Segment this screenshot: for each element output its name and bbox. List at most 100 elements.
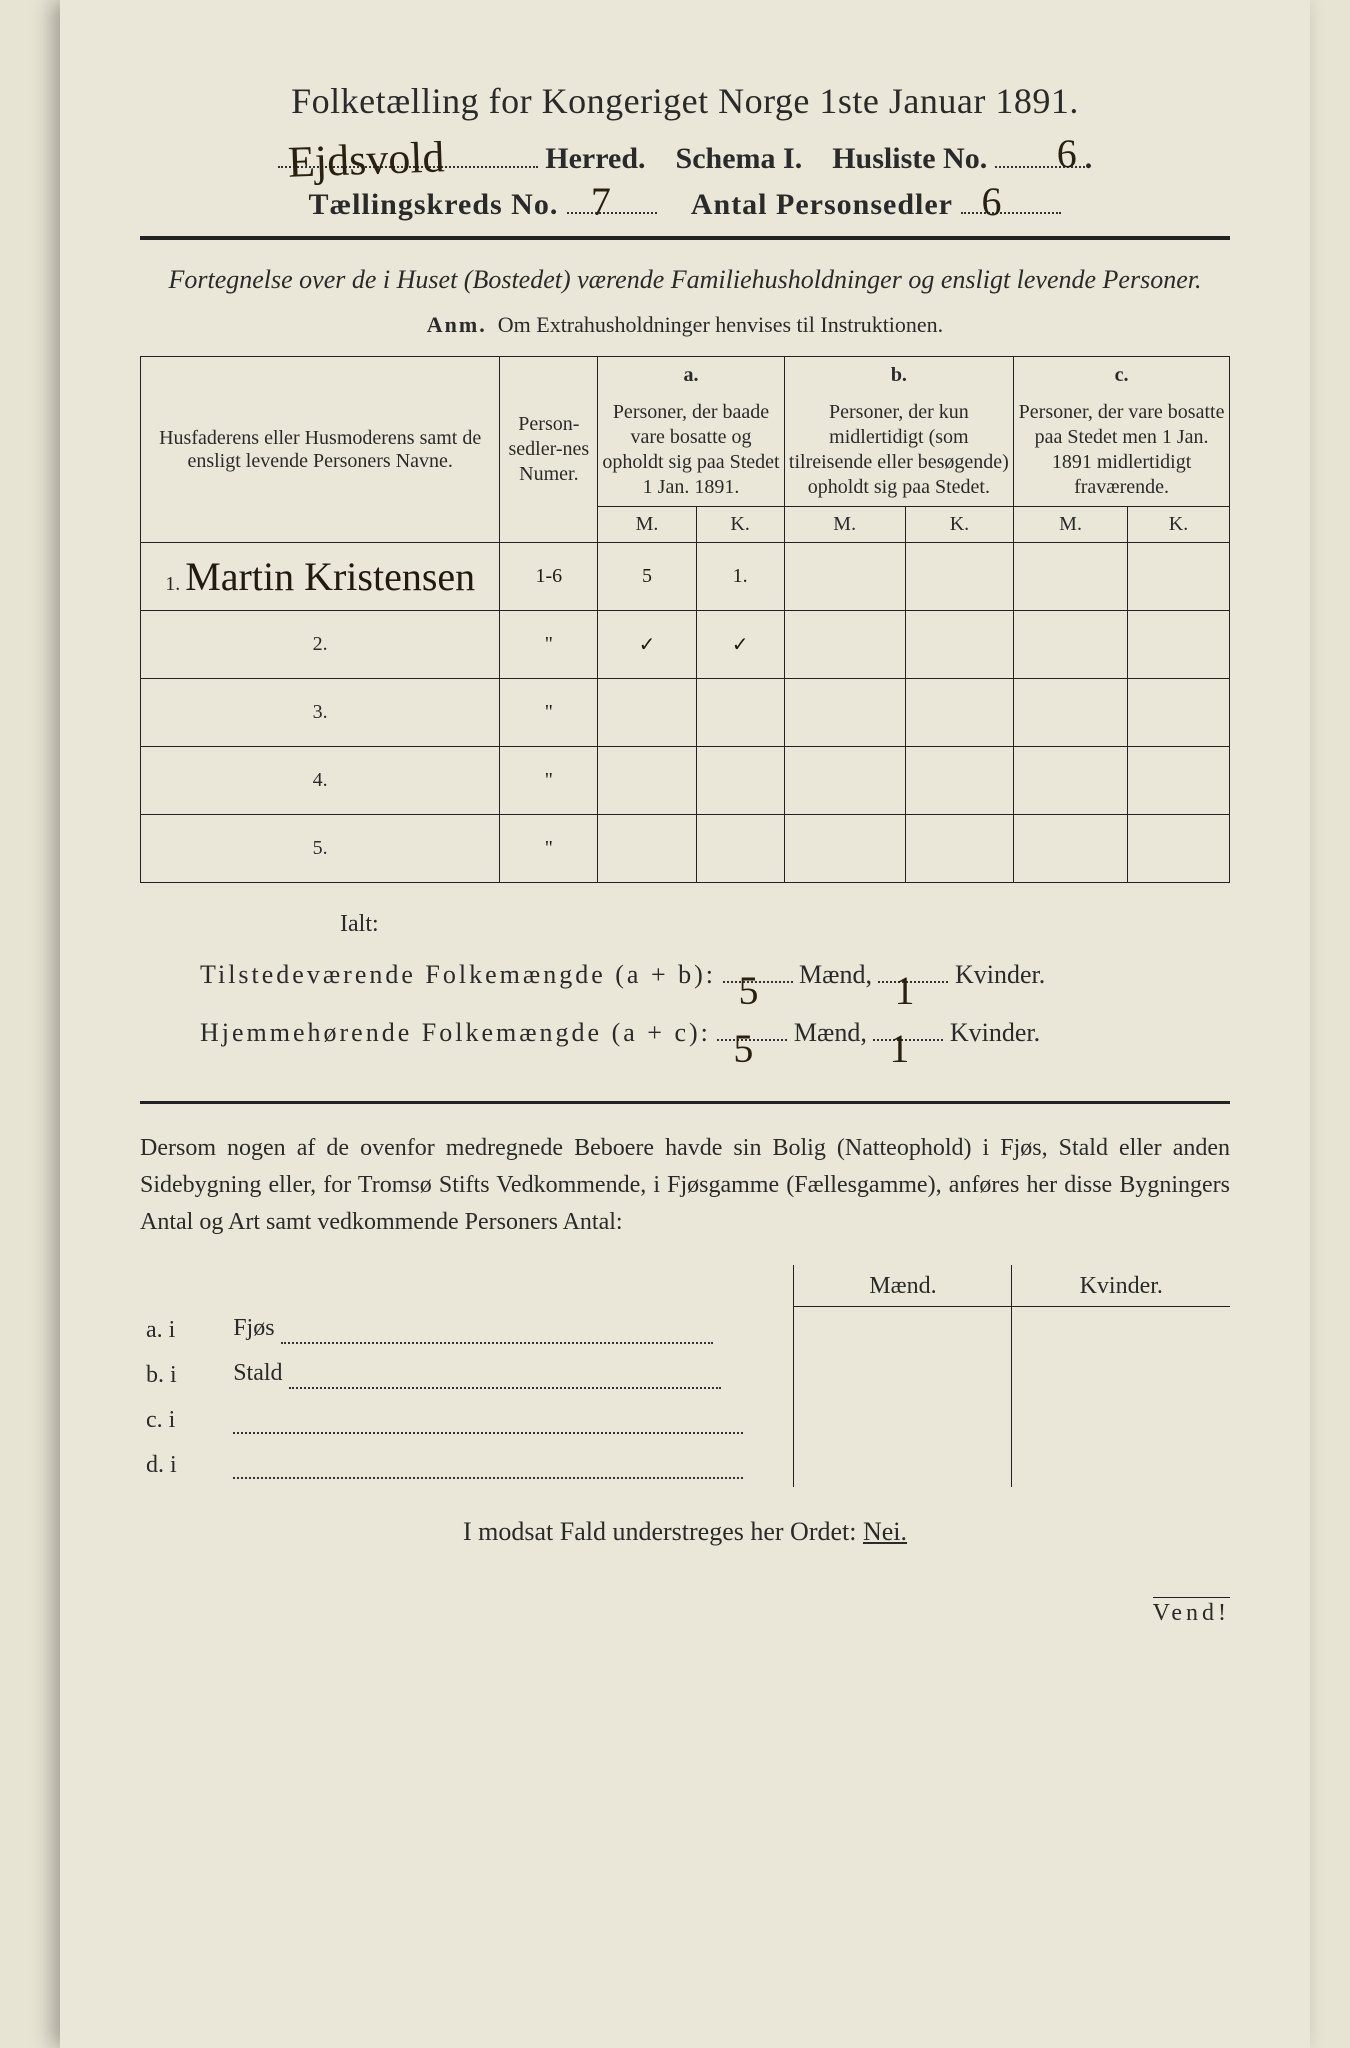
b-m: M. (784, 507, 905, 543)
row-name: 4. (141, 747, 500, 815)
totals-line-1: Tilstedeværende Folkemængde (a + b): 5 M… (200, 946, 1230, 1003)
bygn-label (227, 1442, 794, 1487)
ialt-label: Ialt: (340, 911, 1230, 938)
table-row: 2. " ✓ ✓ (141, 611, 1230, 679)
bygn-hdr-m: Mænd. (794, 1265, 1012, 1307)
kreds-line: Tællingskreds No. 7 Antal Personsedler 6 (140, 188, 1230, 222)
bygn-paragraph: Dersom nogen af de ovenfor medregnede Be… (140, 1130, 1230, 1242)
row-name: 1. Martin Kristensen (141, 543, 500, 611)
vend-label: Vend! (1153, 1597, 1230, 1627)
row-am (598, 679, 696, 747)
a-k: K. (696, 507, 784, 543)
bygn-k (1012, 1397, 1230, 1442)
row-cm (1014, 815, 1128, 883)
row-ak (696, 815, 784, 883)
herred-label: Herred. (545, 142, 645, 175)
a-lbl: a. (683, 364, 698, 386)
row-bm (784, 747, 905, 815)
c-lbl: c. (1115, 364, 1129, 386)
main-title: Folketælling for Kongeriget Norge 1ste J… (140, 80, 1230, 122)
husliste-value: 6 (1057, 130, 1077, 177)
totals-block: Tilstedeværende Folkemængde (a + b): 5 M… (200, 946, 1230, 1060)
table-row: 3. " (141, 679, 1230, 747)
kreds-label: Tællingskreds No. (309, 188, 559, 221)
row-bk (905, 611, 1013, 679)
hjemme-m-field: 5 (717, 1039, 787, 1041)
bygn-m (794, 1397, 1012, 1442)
rule-2 (140, 1101, 1230, 1104)
census-table-body: 1. Martin Kristensen 1-6 5 1. 2. " ✓ ✓ (141, 543, 1230, 883)
row-ak: ✓ (696, 611, 784, 679)
row-numer: " (500, 611, 598, 679)
kreds-value: 7 (591, 178, 612, 225)
bygn-hdr-k: Kvinder. (1012, 1265, 1230, 1307)
bygn-k (1012, 1352, 1230, 1397)
row-bm (784, 679, 905, 747)
row-bk (905, 747, 1013, 815)
bygn-header-row: Mænd. Kvinder. (140, 1265, 1230, 1307)
dot: . (1085, 142, 1093, 175)
row-name: 5. (141, 815, 500, 883)
row-name: 3. (141, 679, 500, 747)
row-bk (905, 679, 1013, 747)
anm-line: Anm. Om Extrahusholdninger henvises til … (140, 312, 1230, 338)
row-ak (696, 679, 784, 747)
col-names-header: Husfaderens eller Husmoderens samt de en… (141, 357, 500, 543)
kreds-field: 7 (567, 212, 657, 214)
bygn-row: a. i Fjøs (140, 1307, 1230, 1352)
maend-label: Mænd, (799, 960, 872, 989)
bygn-key: c. i (140, 1397, 227, 1442)
row-cm (1014, 747, 1128, 815)
census-form-page: Folketælling for Kongeriget Norge 1ste J… (0, 0, 1350, 2048)
row-bk (905, 815, 1013, 883)
row-cm (1014, 679, 1128, 747)
row-ck (1128, 747, 1230, 815)
b-k: K. (905, 507, 1013, 543)
col-a-label: a. (598, 357, 784, 395)
row-numer: " (500, 815, 598, 883)
form-content: Folketælling for Kongeriget Norge 1ste J… (140, 80, 1230, 1547)
bygn-row: d. i (140, 1442, 1230, 1487)
bygn-label: Fjøs (227, 1307, 794, 1352)
table-row: 4. " (141, 747, 1230, 815)
tilstede-label: Tilstedeværende Folkemængde (a + b): (200, 960, 716, 989)
bygn-label-text: Stald (233, 1360, 282, 1386)
row-numer: " (500, 747, 598, 815)
row-name-val: Martin Kristensen (185, 554, 475, 599)
herred-field: Ejdsvold (278, 166, 538, 168)
row-am: 5 (598, 543, 696, 611)
row-ck (1128, 611, 1230, 679)
col-c-label: c. (1014, 357, 1230, 395)
schema-label: Schema I. (676, 142, 803, 175)
hjemme-k-field: 1 (873, 1039, 943, 1041)
col-a-text: Personer, der baade vare bosatte og opho… (598, 394, 784, 507)
maend-label-2: Mænd, (794, 1018, 867, 1047)
c-m: M. (1014, 507, 1128, 543)
col-numer-header: Person-sedler-nes Numer. (500, 357, 598, 543)
rule-1 (140, 236, 1230, 240)
herred-line: Ejdsvold Herred. Schema I. Husliste No. … (140, 142, 1230, 176)
bygn-label-text: Fjøs (233, 1315, 274, 1341)
row-bk (905, 543, 1013, 611)
row-ak (696, 747, 784, 815)
herred-value: Ejdsvold (287, 131, 445, 187)
row-ck (1128, 679, 1230, 747)
row-bm (784, 543, 905, 611)
row-numer: " (500, 679, 598, 747)
bygn-label (227, 1397, 794, 1442)
bygn-key: d. i (140, 1442, 227, 1487)
anm-text: Om Extrahusholdninger henvises til Instr… (498, 312, 943, 337)
row-ak: 1. (696, 543, 784, 611)
bygn-k (1012, 1307, 1230, 1352)
nei-pre: I modsat Fald understreges her Ordet: (463, 1517, 857, 1546)
row-num: 1. (165, 573, 180, 595)
personsedler-label: Antal Personsedler (691, 188, 953, 221)
row-bm (784, 815, 905, 883)
subtitle: Fortegnelse over de i Huset (Bostedet) v… (140, 262, 1230, 298)
c-k: K. (1128, 507, 1230, 543)
bygn-key: b. i (140, 1352, 227, 1397)
nei-word: Nei. (863, 1517, 907, 1546)
col-c-text: Personer, der vare bosatte paa Stedet me… (1014, 394, 1230, 507)
table-row: 5. " (141, 815, 1230, 883)
bygn-k (1012, 1442, 1230, 1487)
